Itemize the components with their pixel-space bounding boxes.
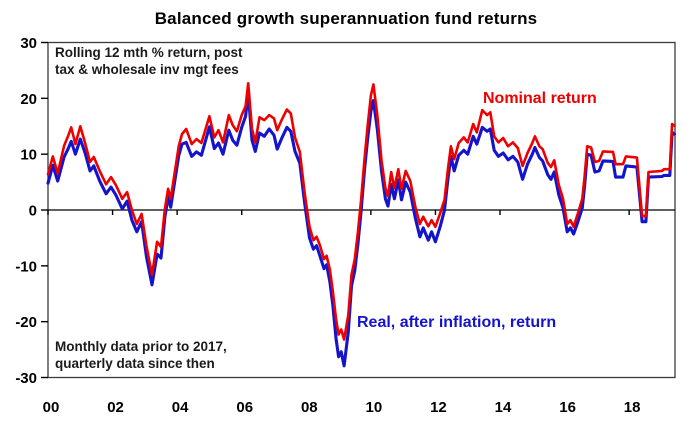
y-axis-tick-label: -20 xyxy=(15,314,37,331)
x-axis-tick-label: 16 xyxy=(559,399,576,416)
series-line-nominal xyxy=(46,82,676,341)
real-return-label: Real, after inflation, return xyxy=(357,314,557,331)
annotation-top: Rolling 12 mth % return, post tax & whol… xyxy=(55,44,243,78)
nominal-return-label: Nominal return xyxy=(483,90,597,107)
x-axis-tick-label: 00 xyxy=(43,399,60,416)
y-axis-tick-label: 20 xyxy=(20,91,37,108)
y-axis-tick-label: -30 xyxy=(15,370,37,387)
x-axis-tick-label: 02 xyxy=(107,399,124,416)
annotation-bottom: Monthly data prior to 2017, quarterly da… xyxy=(55,338,227,372)
x-axis-tick-label: 04 xyxy=(172,399,189,416)
x-axis-tick-label: 14 xyxy=(495,399,512,416)
x-axis-tick-label: 18 xyxy=(624,399,641,416)
annotation-bottom-line2: quarterly data since then xyxy=(55,356,215,371)
y-axis-tick-label: 0 xyxy=(29,203,37,220)
y-axis-tick-label: -10 xyxy=(15,258,37,275)
x-axis-tick-label: 12 xyxy=(430,399,447,416)
annotation-top-line1: Rolling 12 mth % return, post xyxy=(55,45,243,60)
annotation-top-line2: tax & wholesale inv mgt fees xyxy=(55,62,239,77)
chart-title: Balanced growth superannuation fund retu… xyxy=(154,9,538,28)
annotation-bottom-line1: Monthly data prior to 2017, xyxy=(55,339,227,354)
x-axis-tick-label: 06 xyxy=(236,399,253,416)
y-axis-tick-label: 10 xyxy=(20,147,37,164)
x-axis-tick-label: 10 xyxy=(366,399,383,416)
x-axis-tick-label: 08 xyxy=(301,399,318,416)
y-axis-tick-label: 30 xyxy=(20,35,37,52)
